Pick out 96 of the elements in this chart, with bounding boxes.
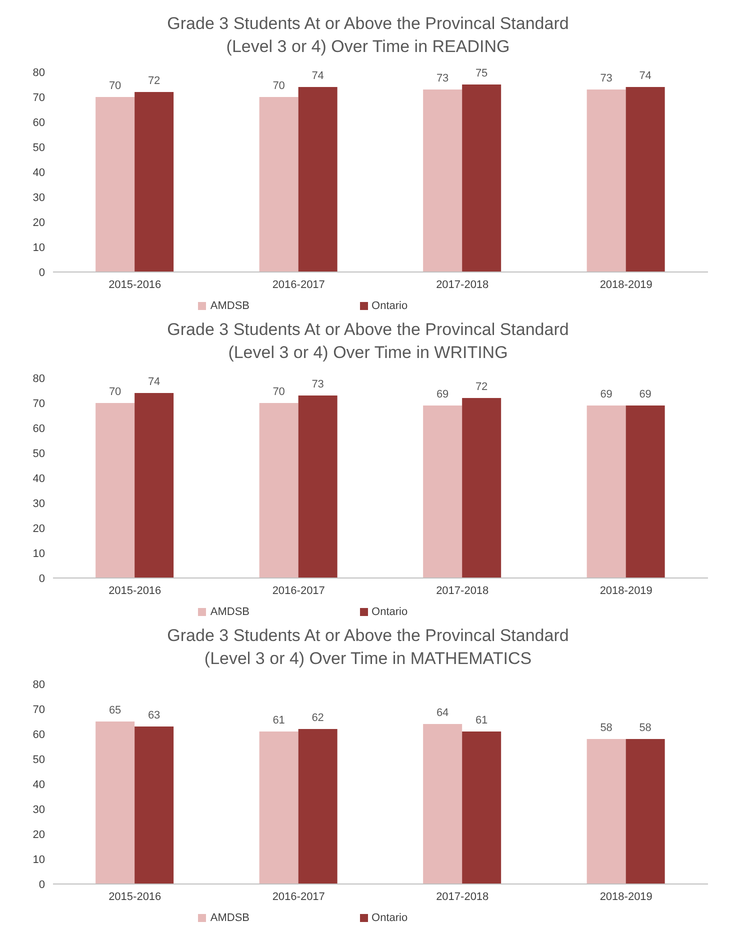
bar bbox=[134, 726, 174, 884]
data-label: 72 bbox=[148, 75, 160, 87]
bar bbox=[298, 87, 338, 272]
chart-title: Grade 3 Students At or Above the Provincal Standard (Level 3 or 4) Over Time in MATHEMATICS bbox=[166, 625, 570, 670]
bar bbox=[586, 406, 626, 578]
x-tick-label: 2015-2016 bbox=[108, 278, 162, 291]
data-label: 69 bbox=[600, 388, 612, 400]
data-label: 61 bbox=[272, 714, 285, 726]
bar bbox=[462, 84, 502, 272]
y-tick-label: 20 bbox=[32, 522, 45, 535]
y-tick-label: 50 bbox=[32, 142, 45, 154]
legend-label: Ontario bbox=[372, 300, 408, 312]
data-label: 69 bbox=[436, 388, 449, 400]
data-label: 65 bbox=[108, 704, 122, 716]
y-tick-label: 70 bbox=[32, 398, 45, 410]
chart-title: Grade 3 Students At or Above the Provincal Standard (Level 3 or 4) Over Time in WRITING bbox=[166, 319, 570, 364]
data-label: 70 bbox=[272, 386, 285, 398]
data-label: 70 bbox=[108, 80, 122, 92]
x-tick-label: 2018-2019 bbox=[600, 278, 652, 291]
data-label: 70 bbox=[272, 80, 285, 92]
bar bbox=[298, 729, 338, 884]
legend-label: Ontario bbox=[372, 912, 408, 924]
y-tick-label: 10 bbox=[32, 854, 45, 866]
y-tick-label: 60 bbox=[32, 728, 45, 741]
bar bbox=[96, 97, 135, 272]
data-label: 69 bbox=[639, 388, 652, 400]
bar bbox=[586, 739, 626, 884]
bar bbox=[259, 732, 298, 884]
bar bbox=[626, 406, 665, 578]
bar bbox=[298, 396, 338, 578]
legend-label: Ontario bbox=[372, 606, 408, 618]
data-label: 72 bbox=[475, 381, 488, 393]
y-tick-label: 50 bbox=[32, 754, 45, 766]
data-label: 61 bbox=[475, 714, 488, 726]
y-tick-label: 0 bbox=[38, 572, 45, 585]
data-label: 73 bbox=[312, 378, 324, 390]
data-label: 58 bbox=[639, 722, 652, 734]
bar bbox=[626, 739, 665, 884]
bar bbox=[626, 87, 665, 272]
y-tick-label: 40 bbox=[32, 778, 45, 791]
data-label: 70 bbox=[108, 386, 122, 398]
y-tick-label: 40 bbox=[32, 472, 45, 485]
bar bbox=[259, 403, 298, 578]
data-label: 64 bbox=[436, 707, 449, 719]
y-tick-label: 40 bbox=[32, 166, 45, 179]
data-label: 74 bbox=[312, 70, 324, 82]
bar bbox=[423, 406, 462, 578]
y-tick-label: 0 bbox=[38, 878, 45, 891]
y-tick-label: 60 bbox=[32, 116, 45, 129]
y-tick-label: 30 bbox=[32, 804, 45, 816]
data-label: 63 bbox=[148, 710, 160, 722]
bar bbox=[259, 97, 298, 272]
x-tick-label: 2017-2018 bbox=[436, 584, 489, 597]
legend-label: AMDSB bbox=[210, 606, 250, 618]
y-tick-label: 80 bbox=[32, 372, 45, 385]
data-label: 74 bbox=[148, 376, 160, 388]
y-tick-label: 10 bbox=[32, 548, 45, 560]
y-tick-label: 20 bbox=[32, 216, 45, 229]
legend-label: AMDSB bbox=[210, 912, 250, 924]
bar bbox=[462, 398, 502, 578]
y-tick-label: 30 bbox=[32, 498, 45, 510]
y-tick-label: 50 bbox=[32, 448, 45, 460]
data-label: 62 bbox=[312, 712, 324, 724]
bar bbox=[586, 90, 626, 272]
y-tick-label: 70 bbox=[32, 704, 45, 716]
data-label: 73 bbox=[436, 72, 449, 84]
x-tick-label: 2016-2017 bbox=[272, 890, 325, 903]
y-tick-label: 70 bbox=[32, 92, 45, 104]
y-tick-label: 60 bbox=[32, 422, 45, 435]
x-tick-label: 2015-2016 bbox=[108, 584, 162, 597]
bar bbox=[134, 393, 174, 578]
data-label: 75 bbox=[475, 68, 488, 80]
bar bbox=[134, 92, 174, 272]
x-tick-label: 2017-2018 bbox=[436, 890, 489, 903]
x-tick-label: 2018-2019 bbox=[600, 584, 652, 597]
y-tick-label: 80 bbox=[32, 66, 45, 79]
y-tick-label: 30 bbox=[32, 192, 45, 204]
x-tick-label: 2018-2019 bbox=[600, 890, 652, 903]
y-tick-label: 0 bbox=[38, 266, 45, 279]
y-tick-label: 80 bbox=[32, 678, 45, 691]
bar bbox=[423, 724, 462, 884]
y-tick-label: 20 bbox=[32, 828, 45, 841]
bar bbox=[462, 732, 502, 884]
data-label: 74 bbox=[639, 70, 652, 82]
x-tick-label: 2017-2018 bbox=[436, 278, 489, 291]
chart-title: Grade 3 Students At or Above the Provincal Standard (Level 3 or 4) Over Time in READING bbox=[166, 13, 570, 58]
y-tick-label: 10 bbox=[32, 242, 45, 254]
x-tick-label: 2016-2017 bbox=[272, 278, 325, 291]
x-tick-label: 2016-2017 bbox=[272, 584, 325, 597]
legend-label: AMDSB bbox=[210, 300, 250, 312]
bar bbox=[96, 403, 135, 578]
bar bbox=[423, 90, 462, 272]
x-tick-label: 2015-2016 bbox=[108, 890, 162, 903]
data-label: 58 bbox=[600, 722, 612, 734]
data-label: 73 bbox=[600, 72, 612, 84]
bar bbox=[96, 722, 135, 884]
